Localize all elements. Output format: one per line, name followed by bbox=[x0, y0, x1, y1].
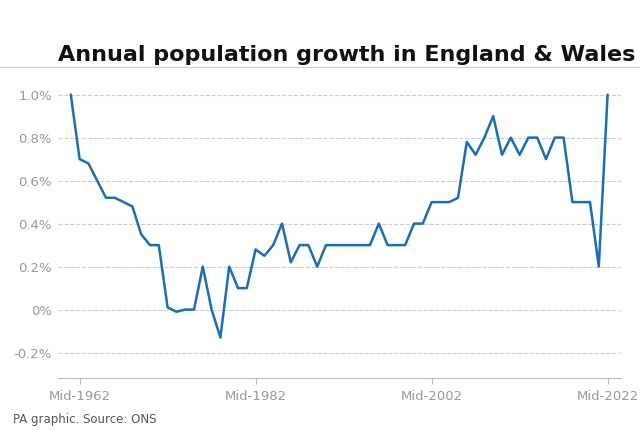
Text: Annual population growth in England & Wales: Annual population growth in England & Wa… bbox=[58, 45, 635, 65]
Text: PA graphic. Source: ONS: PA graphic. Source: ONS bbox=[13, 413, 156, 426]
